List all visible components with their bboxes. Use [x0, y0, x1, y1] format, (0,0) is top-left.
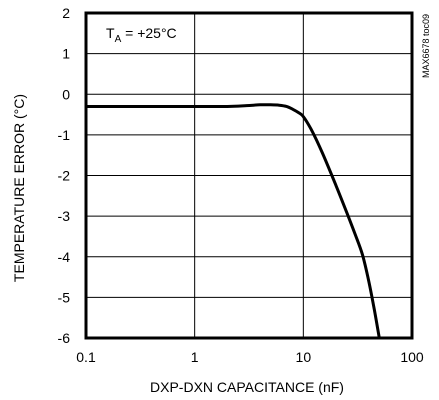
y-axis-label: TEMPERATURE ERROR (°C) [11, 94, 27, 282]
x-tick-label: 100 [400, 349, 424, 365]
annotation-main: T [106, 25, 115, 41]
plot-frame [84, 11, 414, 340]
grid [86, 13, 412, 338]
y-tick-label: -6 [58, 330, 71, 346]
y-tick-label: 2 [62, 5, 70, 21]
y-tick-label: 0 [62, 86, 70, 102]
y-tick-label: -5 [58, 289, 71, 305]
temperature-annotation: TA = +25°C [106, 25, 177, 45]
y-tick-labels: 2 1 0 -1 -2 -3 -4 -5 -6 [58, 5, 71, 346]
x-tick-label: 10 [296, 349, 312, 365]
part-number-label: MAX6678 toc09 [421, 14, 431, 78]
y-tick-label: 1 [62, 46, 70, 62]
annotation-subscript: A [115, 34, 122, 45]
y-tick-label: -2 [58, 168, 71, 184]
x-tick-label: 1 [191, 349, 199, 365]
y-tick-label: -1 [58, 127, 71, 143]
x-tick-labels: 0.1 1 10 100 [76, 349, 424, 365]
x-axis-label: DXP-DXN CAPACITANCE (nF) [150, 379, 344, 395]
y-tick-label: -4 [58, 249, 71, 265]
annotation-rest: = +25°C [121, 25, 176, 41]
x-tick-label: 0.1 [76, 349, 96, 365]
series-line [84, 103, 381, 340]
y-tick-label: -3 [58, 208, 71, 224]
